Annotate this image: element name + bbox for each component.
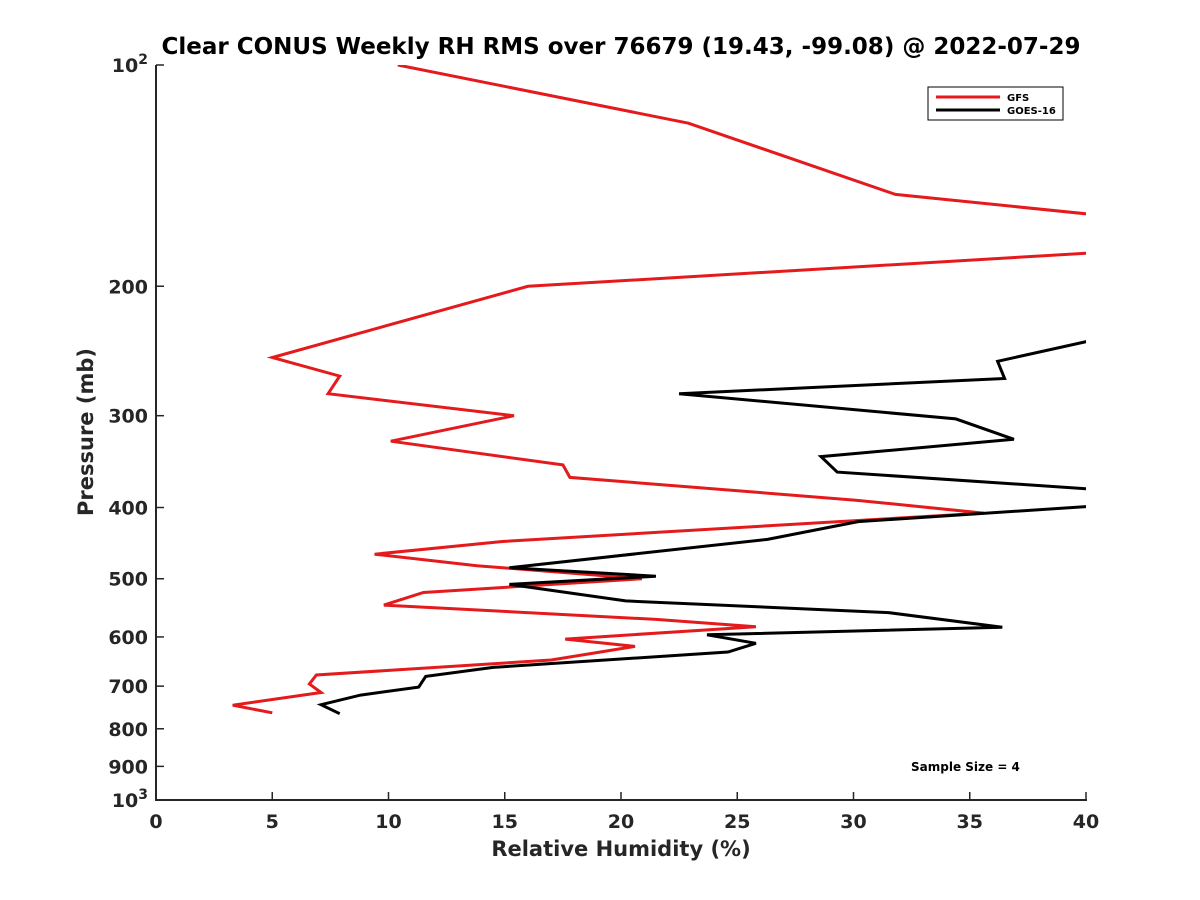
- y-tick-label: 500: [108, 569, 148, 591]
- y-axis-label: Pressure (mb): [74, 348, 98, 516]
- legend-box: [927, 86, 1064, 121]
- legend-label-goes16: GOES-16: [1007, 106, 1056, 117]
- x-tick-label: 20: [608, 811, 634, 833]
- x-ticks: 0 5 10 15 20 25 30 35 40: [149, 792, 1099, 833]
- series-layer: [232, 65, 1086, 716]
- y-tick-label: 700: [108, 676, 148, 698]
- x-tick-label: 25: [724, 811, 750, 833]
- y-tick-label: 400: [108, 498, 148, 520]
- y-tick-label: 102: [112, 52, 148, 77]
- y-ticks: 102 200 300 400 500 600 700 800 900 103: [108, 52, 164, 812]
- series-line-gfs: [232, 65, 1086, 715]
- x-tick-label: 5: [266, 811, 279, 833]
- y-tick-label: 300: [108, 406, 148, 428]
- legend: GFS GOES-16: [927, 86, 1064, 121]
- chart-title: Clear CONUS Weekly RH RMS over 76679 (19…: [162, 34, 1081, 60]
- y-tick-label: 103: [112, 787, 148, 812]
- x-tick-label: 30: [840, 811, 866, 833]
- legend-label-gfs: GFS: [1007, 93, 1029, 104]
- y-tick-label: 600: [108, 627, 148, 649]
- x-tick-label: 35: [957, 811, 983, 833]
- sample-size-annotation: Sample Size = 4: [911, 760, 1020, 774]
- y-tick-label: 200: [108, 276, 148, 298]
- x-tick-label: 40: [1073, 811, 1099, 833]
- x-tick-label: 10: [375, 811, 401, 833]
- x-tick-label: 0: [149, 811, 162, 833]
- y-tick-label: 800: [108, 719, 148, 741]
- series-line-goes16: [316, 340, 1086, 716]
- plot-area: [156, 65, 1086, 800]
- x-tick-label: 15: [492, 811, 518, 833]
- x-axis-label: Relative Humidity (%): [491, 837, 750, 861]
- y-tick-label: 900: [108, 756, 148, 778]
